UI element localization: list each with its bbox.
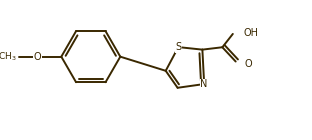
Text: CH$_3$: CH$_3$ bbox=[0, 50, 17, 63]
Text: OH: OH bbox=[244, 27, 259, 38]
Text: O: O bbox=[244, 59, 252, 69]
Text: S: S bbox=[175, 42, 181, 52]
Text: O: O bbox=[34, 52, 41, 62]
Text: N: N bbox=[201, 79, 208, 89]
